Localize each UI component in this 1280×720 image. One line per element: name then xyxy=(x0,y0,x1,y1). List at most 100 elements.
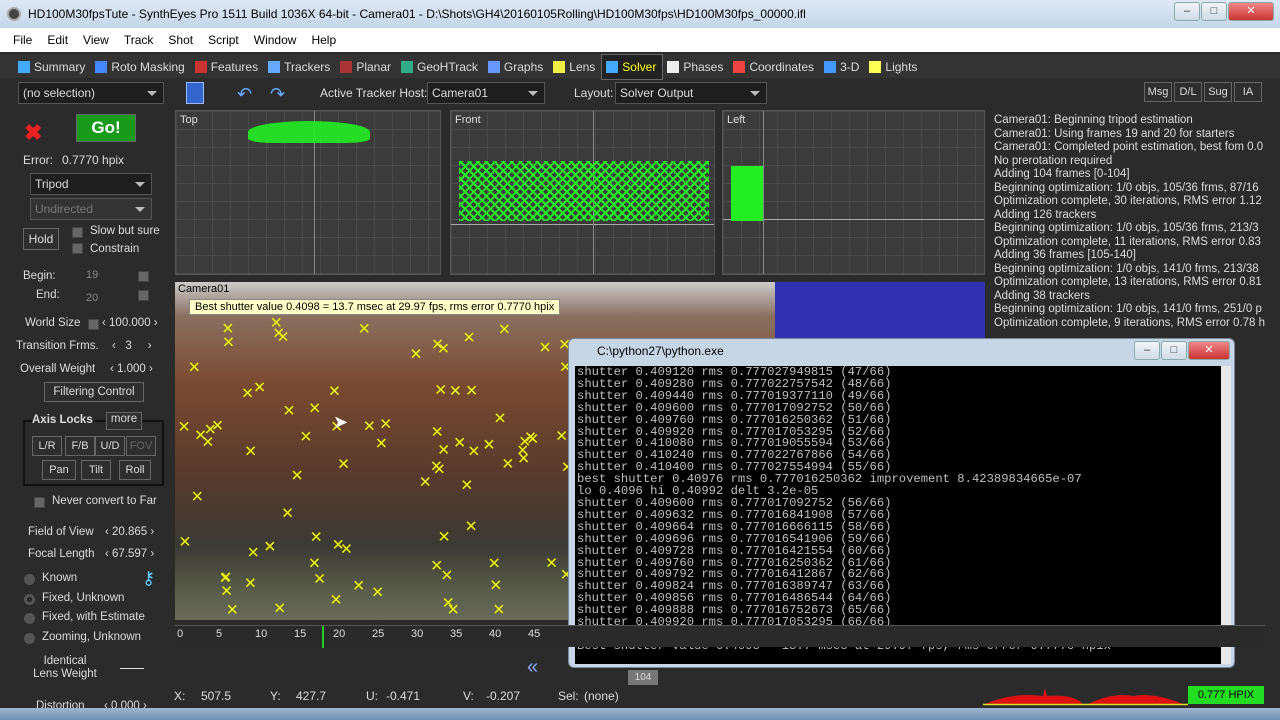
tracker-marker[interactable] xyxy=(491,580,501,590)
tracker-marker[interactable] xyxy=(436,384,446,395)
tracker-marker[interactable] xyxy=(309,558,320,568)
tracker-marker[interactable] xyxy=(373,587,383,597)
begin-checkbox[interactable] xyxy=(138,271,149,282)
tracker-marker[interactable] xyxy=(332,421,342,431)
tab-summary[interactable]: Summary xyxy=(14,55,91,79)
tracker-marker[interactable] xyxy=(254,382,265,392)
python-console-window[interactable]: C:\python27\python.exe – □ ✕ shutter 0.4… xyxy=(568,338,1235,668)
direction-dropdown[interactable]: Undirected xyxy=(30,198,152,220)
tracker-marker[interactable] xyxy=(292,470,302,480)
menu-track[interactable]: Track xyxy=(123,33,154,47)
tracker-marker[interactable] xyxy=(547,557,557,568)
lock-roll[interactable]: Roll xyxy=(119,460,151,480)
tracker-marker[interactable] xyxy=(329,386,340,396)
tracker-marker[interactable] xyxy=(192,491,202,501)
timeline[interactable]: 0 5 10 15 20 25 30 35 40 45 xyxy=(175,625,1265,648)
tracker-marker[interactable] xyxy=(420,477,430,487)
playhead[interactable] xyxy=(322,626,324,648)
layout-dropdown[interactable]: Solver Output xyxy=(615,82,767,104)
save-icon[interactable] xyxy=(186,82,204,104)
slow-checkbox[interactable] xyxy=(72,227,83,238)
top-viewport[interactable]: Top xyxy=(175,110,441,275)
solver-mode-dropdown[interactable]: Tripod xyxy=(30,173,152,195)
identical-lens-weight-slider[interactable] xyxy=(120,668,144,669)
world-size-spinner[interactable]: ‹ 100.000 › xyxy=(102,317,158,329)
tracker-marker[interactable] xyxy=(354,580,364,590)
world-size-checkbox[interactable] xyxy=(88,319,99,330)
tab-roto-masking[interactable]: Roto Masking xyxy=(91,55,190,79)
tracker-marker[interactable] xyxy=(223,323,233,333)
d-l-button[interactable]: D/L xyxy=(1174,82,1202,102)
tracker-marker[interactable] xyxy=(494,604,504,614)
lock-pan[interactable]: Pan xyxy=(42,460,76,480)
tracker-marker[interactable] xyxy=(439,444,449,454)
tracker-marker[interactable] xyxy=(467,385,477,395)
tracker-marker[interactable] xyxy=(265,541,275,551)
tab-graphs[interactable]: Graphs xyxy=(484,55,549,79)
front-viewport[interactable]: Front xyxy=(450,110,715,275)
weight-spinner[interactable]: ‹ 1.000 › xyxy=(110,363,153,375)
menu-view[interactable]: View xyxy=(83,33,109,47)
tracker-marker[interactable] xyxy=(499,324,509,334)
tracker-marker[interactable] xyxy=(520,436,530,446)
close-button[interactable]: ✕ xyxy=(1228,2,1274,21)
redo-icon[interactable]: ↷ xyxy=(270,84,286,104)
tracker-marker[interactable] xyxy=(180,536,190,546)
tab-features[interactable]: Features xyxy=(191,55,264,79)
tracker-marker[interactable] xyxy=(519,453,529,463)
tracker-marker[interactable] xyxy=(364,421,374,431)
tracker-marker[interactable] xyxy=(442,570,452,580)
tracker-marker[interactable] xyxy=(196,430,206,440)
tracker-marker[interactable] xyxy=(212,420,223,430)
tracker-marker[interactable] xyxy=(220,572,230,583)
tab-trackers[interactable]: Trackers xyxy=(264,55,336,79)
tracker-marker[interactable] xyxy=(381,418,391,429)
tab-lens[interactable]: Lens xyxy=(549,55,601,79)
tracker-marker[interactable] xyxy=(271,317,281,327)
tracker-marker[interactable] xyxy=(310,403,320,413)
tracker-marker[interactable] xyxy=(274,328,284,338)
lock-fb[interactable]: F/B xyxy=(65,436,95,456)
tracker-marker[interactable] xyxy=(503,458,513,468)
console-scrollbar[interactable] xyxy=(1221,366,1231,664)
lens-mode-radio[interactable] xyxy=(24,632,35,644)
lock-fov[interactable]: FOV xyxy=(126,436,156,456)
tab-lights[interactable]: Lights xyxy=(865,55,923,79)
selection-dropdown[interactable]: (no selection) xyxy=(18,82,164,104)
begin-value[interactable]: 19 xyxy=(86,269,99,281)
rewind-icon[interactable]: « xyxy=(527,656,539,678)
lens-mode-radio[interactable] xyxy=(24,613,35,624)
tracker-marker[interactable] xyxy=(222,586,232,596)
msg-button[interactable]: Msg xyxy=(1144,82,1172,102)
tracker-marker[interactable] xyxy=(431,461,441,471)
tracker-marker[interactable] xyxy=(443,597,453,608)
tracker-marker[interactable] xyxy=(464,332,474,342)
left-viewport[interactable]: Left xyxy=(722,110,985,275)
constrain-checkbox[interactable] xyxy=(72,243,83,254)
tracker-marker[interactable] xyxy=(189,362,199,372)
hold-button[interactable]: Hold xyxy=(23,228,59,250)
tracker-marker[interactable] xyxy=(333,539,343,549)
tracker-marker[interactable] xyxy=(432,426,442,436)
tracker-marker[interactable] xyxy=(439,531,449,541)
tracker-marker[interactable] xyxy=(432,339,443,349)
tab-geohtrack[interactable]: GeoHTrack xyxy=(397,55,484,79)
tracker-marker[interactable] xyxy=(489,558,499,568)
tracker-marker[interactable] xyxy=(245,578,255,588)
tracker-marker[interactable] xyxy=(179,421,189,431)
menu-help[interactable]: Help xyxy=(311,33,337,47)
lens-mode-radio[interactable] xyxy=(24,593,35,605)
console-maximize-button[interactable]: □ xyxy=(1161,341,1187,360)
more-button[interactable]: more xyxy=(106,412,142,430)
tracker-marker[interactable] xyxy=(455,437,465,447)
fov-spinner[interactable]: ‹ 20.865 › xyxy=(105,526,155,538)
tracker-marker[interactable] xyxy=(331,594,341,604)
clear-icon[interactable]: ✖ xyxy=(24,120,43,145)
tracker-marker[interactable] xyxy=(315,573,325,583)
tracker-marker[interactable] xyxy=(438,343,449,353)
tracker-marker[interactable] xyxy=(359,323,369,333)
tracker-marker[interactable] xyxy=(283,508,293,518)
ia-button[interactable]: IA xyxy=(1234,82,1262,102)
menu-file[interactable]: File xyxy=(13,33,33,47)
tab-3-d[interactable]: 3-D xyxy=(820,55,865,79)
